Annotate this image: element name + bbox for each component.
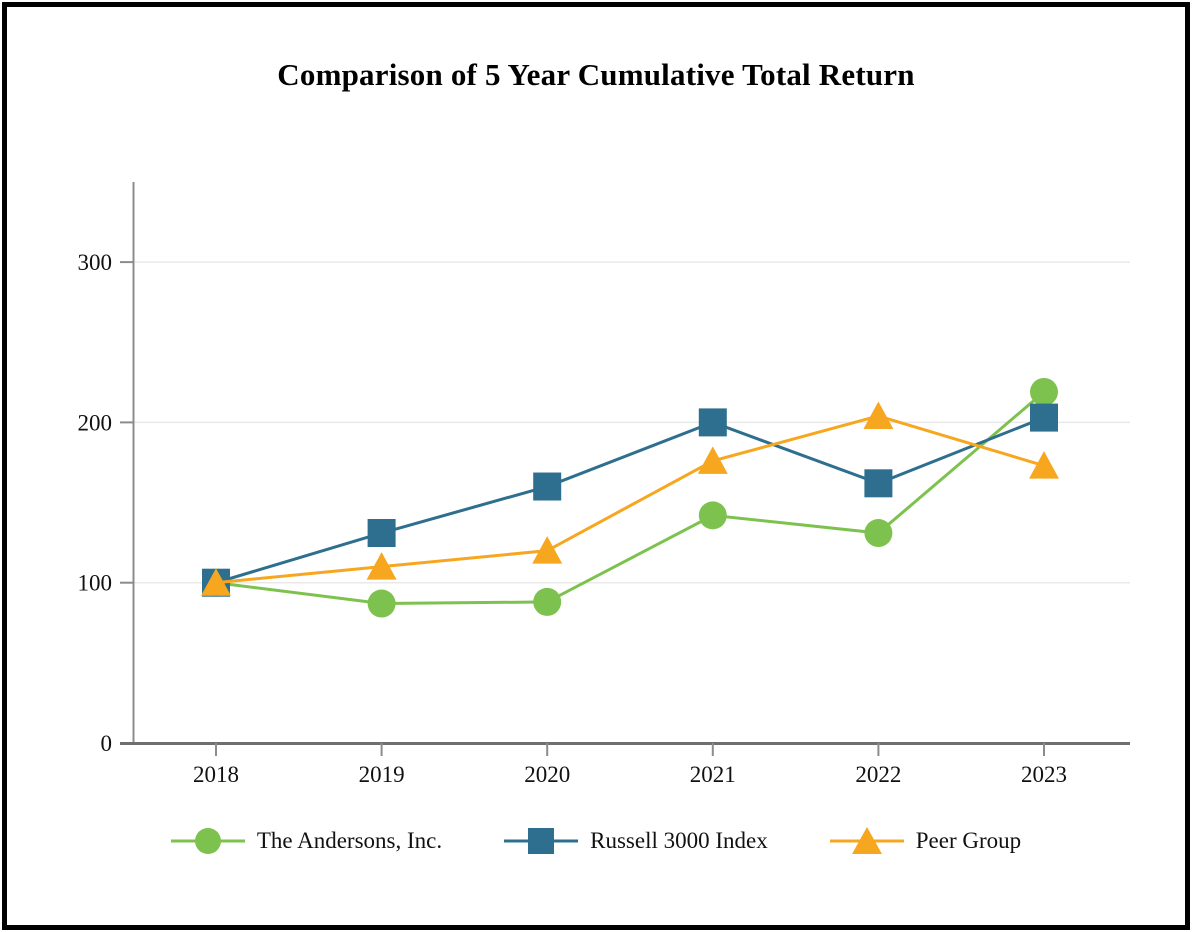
data-point-peer-group-2021 <box>697 446 728 474</box>
legend: The Andersons, Inc. Russell 3000 Index Pee… <box>0 823 1192 859</box>
data-point-russell-3000-index-2022 <box>864 469 893 498</box>
legend-marker-square-icon <box>504 828 579 854</box>
chart-title: Comparison of 5 Year Cumulative Total Re… <box>277 57 915 92</box>
data-point-the-andersons-inc-2019 <box>367 589 396 618</box>
legend-marker-circle-icon <box>170 828 245 854</box>
x-axis-label-2023: 2023 <box>1021 762 1067 787</box>
series-line-russell-3000-index <box>215 416 1045 585</box>
data-point-peer-group-2020 <box>532 536 563 564</box>
x-axis-label-2018: 2018 <box>193 762 239 787</box>
legend-label-the-andersons-inc: The Andersons, Inc. <box>256 828 443 853</box>
legend-marker-triangle-icon <box>829 827 904 854</box>
x-axis-label-2022: 2022 <box>855 762 901 787</box>
data-point-the-andersons-inc-2022 <box>864 519 893 548</box>
series-line-peer-group <box>215 414 1045 585</box>
legend-item-russell-3000-index: Russell 3000 Index <box>504 823 768 859</box>
data-point-peer-group-2018 <box>201 568 231 596</box>
data-point-russell-3000-index-2020 <box>533 472 562 501</box>
legend-circle-the-andersons-inc <box>194 828 221 854</box>
data-point-peer-group-2019 <box>366 552 397 580</box>
legend-triangle-peer-group <box>851 827 882 854</box>
legend-square-russell-3000-index <box>528 828 555 854</box>
data-point-peer-group-2022 <box>863 401 894 429</box>
y-axis-label-0: 0 <box>101 731 113 756</box>
x-axis-label-2021: 2021 <box>690 762 736 787</box>
data-point-russell-3000-index-2021 <box>698 408 727 437</box>
x-axis-label-2019: 2019 <box>359 762 405 787</box>
legend-item-the-andersons-inc: The Andersons, Inc. <box>170 823 443 859</box>
legend-label-peer-group: Peer Group <box>915 828 1022 853</box>
legend-label-russell-3000-index: Russell 3000 Index <box>590 828 768 853</box>
data-point-the-andersons-inc-2020 <box>533 587 562 616</box>
legend-item-peer-group: Peer Group <box>829 823 1022 859</box>
x-axis-label-2020: 2020 <box>524 762 570 787</box>
y-axis-label-200: 200 <box>78 410 113 435</box>
y-axis-label-300: 300 <box>78 250 113 275</box>
series-line-the-andersons-inc <box>215 390 1045 606</box>
y-axis-label-100: 100 <box>78 571 113 596</box>
data-point-peer-group-2023 <box>1029 451 1059 479</box>
data-point-russell-3000-index-2023 <box>1030 403 1058 432</box>
data-point-the-andersons-inc-2023 <box>1030 377 1058 406</box>
data-point-russell-3000-index-2019 <box>367 519 396 548</box>
data-point-the-andersons-inc-2021 <box>698 501 727 530</box>
